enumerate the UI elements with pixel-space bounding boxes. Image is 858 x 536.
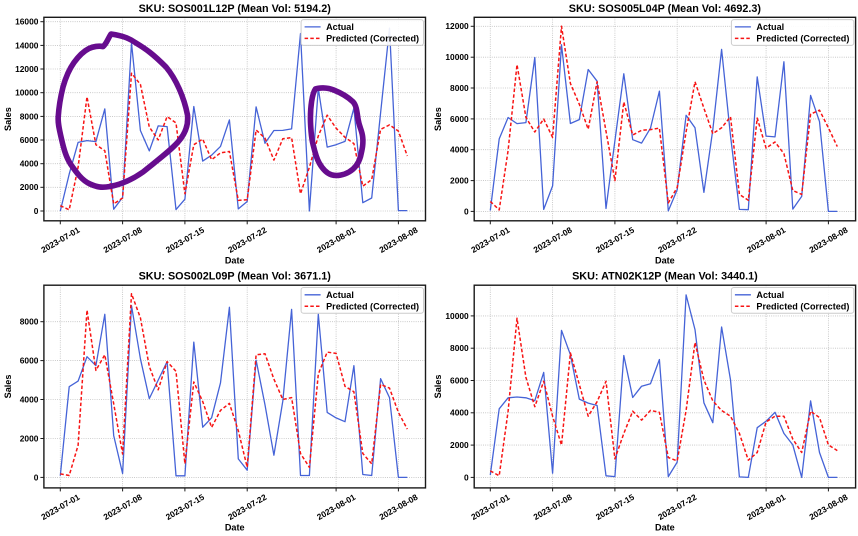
svg-text:0: 0 xyxy=(34,472,39,482)
svg-text:Sales: Sales xyxy=(433,107,443,131)
svg-text:6000: 6000 xyxy=(450,114,469,124)
svg-text:0: 0 xyxy=(34,206,39,216)
svg-text:Predicted (Corrected): Predicted (Corrected) xyxy=(756,33,849,43)
svg-text:2000: 2000 xyxy=(20,433,39,443)
svg-text:Date: Date xyxy=(225,523,245,533)
svg-text:SKU: SOS005L04P (Mean Vol: 469: SKU: SOS005L04P (Mean Vol: 4692.3) xyxy=(569,3,762,15)
svg-text:10000: 10000 xyxy=(15,88,39,98)
svg-text:Sales: Sales xyxy=(3,375,13,399)
svg-text:Predicted (Corrected): Predicted (Corrected) xyxy=(756,301,849,311)
svg-text:SKU: ATN02K12P (Mean Vol: 3440: SKU: ATN02K12P (Mean Vol: 3440.1) xyxy=(572,271,758,283)
svg-text:6000: 6000 xyxy=(20,135,39,145)
svg-text:Date: Date xyxy=(225,255,245,265)
svg-text:Date: Date xyxy=(655,255,675,265)
svg-text:SKU: SOS001L12P (Mean Vol: 519: SKU: SOS001L12P (Mean Vol: 5194.2) xyxy=(139,3,332,15)
svg-text:Actual: Actual xyxy=(326,290,354,300)
svg-text:Actual: Actual xyxy=(326,22,354,32)
svg-text:6000: 6000 xyxy=(450,375,469,385)
svg-text:4000: 4000 xyxy=(450,408,469,418)
svg-text:4000: 4000 xyxy=(450,145,469,155)
svg-text:Actual: Actual xyxy=(756,22,784,32)
svg-text:10000: 10000 xyxy=(445,311,469,321)
svg-text:0: 0 xyxy=(464,472,469,482)
svg-text:6000: 6000 xyxy=(20,356,39,366)
svg-text:Sales: Sales xyxy=(433,375,443,399)
svg-text:10000: 10000 xyxy=(445,52,469,62)
svg-text:16000: 16000 xyxy=(15,17,39,27)
svg-text:SKU: SOS002L09P (Mean Vol: 367: SKU: SOS002L09P (Mean Vol: 3671.1) xyxy=(139,271,332,283)
svg-text:14000: 14000 xyxy=(15,40,39,50)
svg-text:4000: 4000 xyxy=(20,394,39,404)
svg-text:8000: 8000 xyxy=(450,343,469,353)
svg-text:2000: 2000 xyxy=(20,182,39,192)
svg-text:2000: 2000 xyxy=(450,176,469,186)
svg-text:8000: 8000 xyxy=(20,111,39,121)
svg-text:8000: 8000 xyxy=(450,83,469,93)
svg-text:2000: 2000 xyxy=(450,440,469,450)
svg-text:Date: Date xyxy=(655,523,675,533)
svg-text:12000: 12000 xyxy=(15,64,39,74)
svg-text:Sales: Sales xyxy=(3,107,13,131)
svg-text:Predicted (Corrected): Predicted (Corrected) xyxy=(326,301,419,311)
svg-text:Predicted (Corrected): Predicted (Corrected) xyxy=(326,33,419,43)
svg-text:8000: 8000 xyxy=(20,317,39,327)
svg-text:12000: 12000 xyxy=(445,21,469,31)
svg-text:4000: 4000 xyxy=(20,159,39,169)
svg-text:0: 0 xyxy=(464,206,469,216)
svg-text:Actual: Actual xyxy=(756,290,784,300)
